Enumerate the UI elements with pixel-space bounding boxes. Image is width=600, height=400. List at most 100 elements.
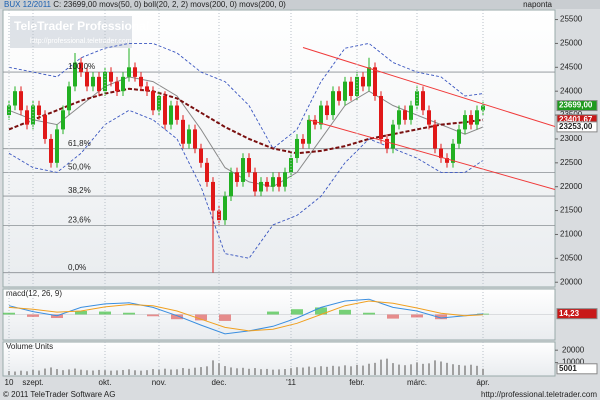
histogram-bar [75, 310, 87, 315]
volume-bar [398, 364, 400, 375]
candle-body [403, 110, 407, 120]
value-label: 23699,00 [559, 101, 593, 110]
candle-body [433, 124, 437, 149]
candle-body [265, 181, 269, 187]
plot-area [3, 42, 555, 274]
volume-bar [350, 366, 352, 375]
volume-bar [464, 365, 466, 375]
legend-entry: movs(200, 0) [239, 0, 286, 9]
candle-body [85, 72, 89, 87]
candle-body [379, 95, 383, 139]
volume-bar [38, 370, 40, 375]
legend-entry: movs(50, 0) [99, 0, 142, 9]
histogram-bar [315, 307, 327, 315]
y-tick-label: 24000 [560, 86, 583, 95]
volume-bar [242, 367, 244, 375]
volume-bar [44, 368, 46, 375]
x-tick-label: szept. [22, 378, 43, 387]
trendline [302, 47, 555, 128]
x-tick-label: '11 [286, 378, 296, 387]
candle-body [139, 76, 143, 87]
volume-bar [176, 369, 178, 375]
candle-body [289, 158, 293, 173]
candle-body [97, 76, 101, 92]
candle-body [235, 172, 239, 182]
volume-bar [116, 370, 118, 375]
volume-title: Volume Units [6, 342, 53, 351]
moving-average [8, 87, 484, 155]
volume-bar [278, 369, 280, 375]
histogram-bar [387, 314, 399, 319]
volume-bar [80, 369, 82, 375]
candle-body [409, 105, 413, 120]
candle-body [49, 138, 53, 163]
x-tick-label: ápr. [476, 378, 489, 387]
volume-bar [212, 360, 214, 375]
volume-bar [74, 368, 76, 375]
volume-bar [140, 370, 142, 375]
candle-body [373, 67, 377, 96]
candle-body [367, 67, 371, 87]
histogram-bar [363, 312, 375, 315]
histogram-bar [291, 309, 303, 315]
volume-bar [254, 368, 256, 375]
histogram-bar [171, 314, 183, 320]
logo-box [10, 16, 132, 48]
volume-bar [110, 370, 112, 375]
value-label-box [556, 363, 598, 375]
volume-bar [272, 369, 274, 375]
volume-bar [374, 362, 376, 375]
volume-bar [8, 371, 10, 375]
macd-title: macd(12, 26, 9) [6, 289, 62, 298]
volume-bar [308, 366, 310, 375]
volume-bar [158, 369, 160, 375]
volume-bar [68, 369, 70, 375]
footer-copyright: © 2011 TeleTrader Software AG [3, 390, 115, 399]
histogram-bar [27, 314, 39, 317]
candle-body [391, 124, 395, 149]
candle-body [199, 148, 203, 163]
volume-bar [260, 369, 262, 375]
volume-bar [452, 364, 454, 375]
y-tick-label: 22500 [560, 158, 583, 167]
y-tick-label: 21500 [560, 206, 583, 215]
candle-body [109, 72, 113, 82]
histogram-bar [123, 312, 135, 315]
volume-bar [458, 364, 460, 375]
fib-label: 100,0% [68, 62, 95, 71]
y-tick-label: 24500 [560, 62, 583, 71]
period: naponta [523, 0, 552, 9]
logo-url: http://professional.teletrader.com [30, 38, 132, 45]
candle-body [349, 81, 353, 96]
volume-bar [356, 364, 358, 375]
volume-bar [26, 371, 28, 375]
volume-bar [290, 368, 292, 375]
volume-bar [410, 364, 412, 375]
candle-body [421, 91, 425, 111]
value-label-box [556, 308, 598, 320]
fib-label: 38,2% [68, 186, 91, 195]
volume-bar [188, 368, 190, 375]
volume-bar [86, 370, 88, 375]
volume-bar [62, 370, 64, 375]
histogram-bar [411, 314, 423, 318]
footer-url: http://professional.teletrader.com [481, 390, 597, 399]
fib-label: 23,6% [68, 215, 91, 224]
candle-body [181, 119, 185, 144]
histogram-bar [51, 314, 63, 319]
volume-bar [470, 364, 472, 375]
candle-body [163, 95, 167, 125]
candle-body [91, 76, 95, 87]
histogram-bar [267, 311, 279, 315]
x-tick-label: febr. [349, 378, 365, 387]
volume-bar [122, 370, 124, 375]
candle-body [61, 110, 65, 130]
candle-body [307, 119, 311, 144]
candle-body [253, 172, 257, 192]
volume-bar [146, 370, 148, 375]
volume-bar [224, 366, 226, 375]
y-tick-label: 25500 [560, 15, 583, 24]
y-tick-label: 10000 [562, 358, 585, 367]
candle-body [43, 115, 47, 139]
